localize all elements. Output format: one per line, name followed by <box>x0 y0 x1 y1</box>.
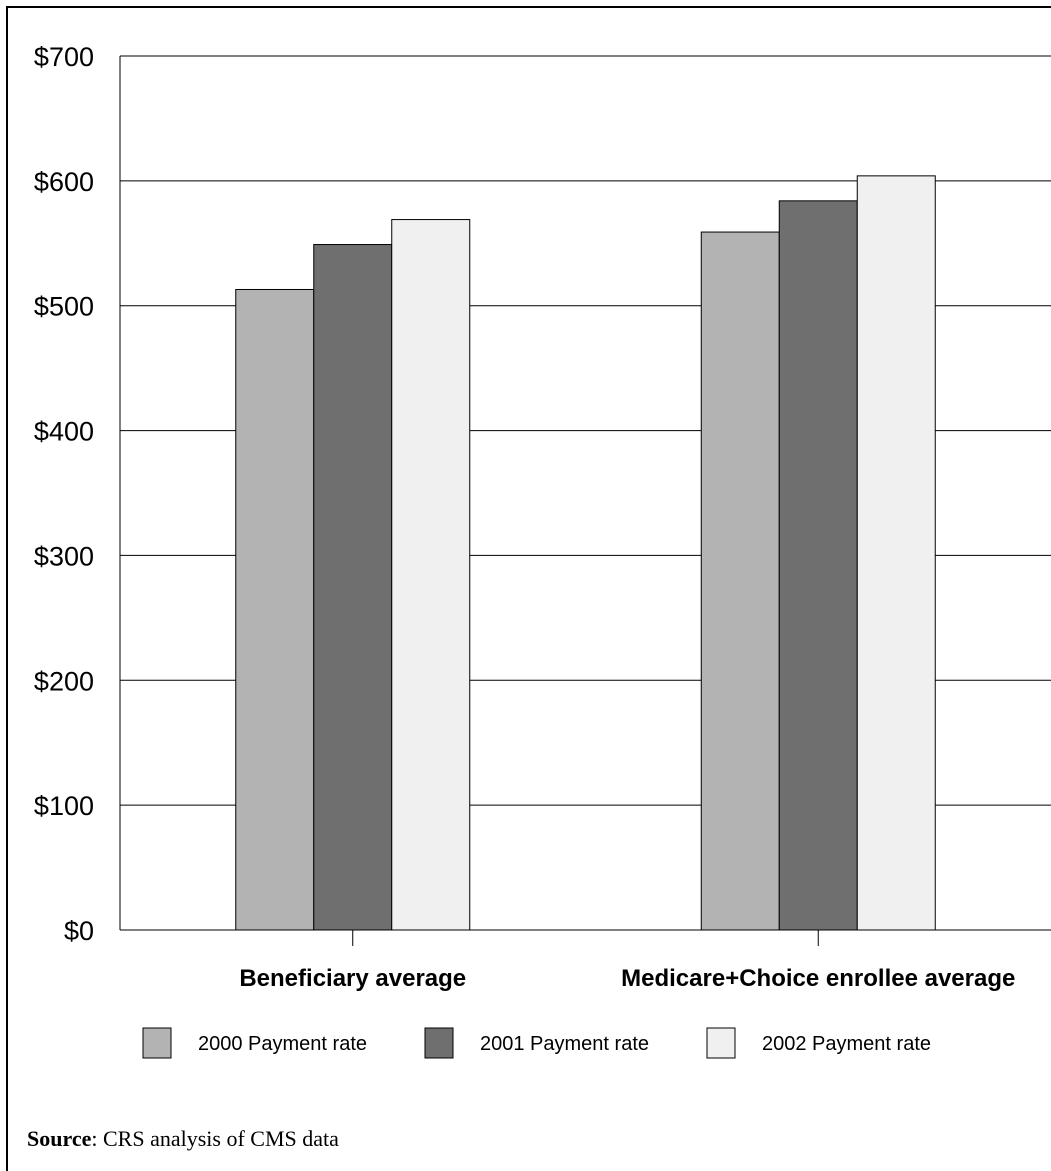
bar <box>235 288 315 931</box>
legend-swatch <box>424 1027 454 1059</box>
y-tick-label: $700 <box>34 42 94 72</box>
source-note: Source: CRS analysis of CMS data <box>27 1126 339 1152</box>
bar <box>313 244 393 931</box>
bar <box>778 200 858 931</box>
y-tick-label: $100 <box>34 791 94 821</box>
y-tick-label: $400 <box>34 417 94 447</box>
legend-label: 2002 Payment rate <box>762 1033 931 1055</box>
y-tick-label: $300 <box>34 541 94 571</box>
chart-frame <box>6 6 1051 1171</box>
legend-swatch <box>706 1027 736 1059</box>
legend-label: 2001 Payment rate <box>480 1033 649 1055</box>
source-label: Source <box>27 1126 92 1151</box>
y-tick-label: $500 <box>34 292 94 322</box>
legend-label: 2000 Payment rate <box>198 1033 367 1055</box>
x-category-label: Medicare+Choice enrollee average <box>621 965 1015 992</box>
bar <box>856 175 936 931</box>
x-category-label: Beneficiary average <box>239 965 466 992</box>
source-text: : CRS analysis of CMS data <box>91 1126 339 1151</box>
y-tick-label: $0 <box>64 916 94 946</box>
y-tick-label: $200 <box>34 666 94 696</box>
bar <box>391 219 471 931</box>
legend-swatch <box>142 1027 172 1059</box>
y-tick-label: $600 <box>34 167 94 197</box>
bar <box>700 231 780 931</box>
